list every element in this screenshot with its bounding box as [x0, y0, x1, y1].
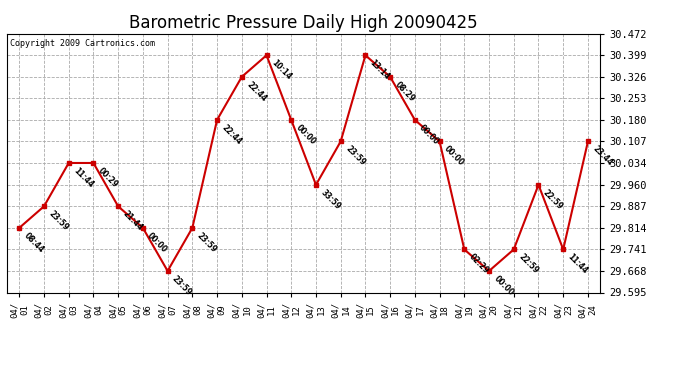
Text: 00:00: 00:00	[146, 231, 169, 254]
Text: 00:00: 00:00	[492, 274, 515, 297]
Text: 08:29: 08:29	[393, 80, 417, 103]
Text: 22:59: 22:59	[517, 252, 540, 276]
Text: 22:44: 22:44	[220, 123, 244, 146]
Text: 23:44: 23:44	[591, 144, 614, 168]
Text: 22:59: 22:59	[541, 188, 564, 211]
Text: 23:59: 23:59	[195, 231, 219, 254]
Text: 13:14: 13:14	[368, 58, 392, 81]
Text: 08:44: 08:44	[22, 231, 46, 254]
Text: 10:14: 10:14	[269, 58, 293, 81]
Text: 02:29: 02:29	[467, 252, 491, 276]
Text: 22:44: 22:44	[244, 80, 268, 103]
Text: 00:00: 00:00	[294, 123, 317, 146]
Text: 11:44: 11:44	[72, 166, 95, 189]
Title: Barometric Pressure Daily High 20090425: Barometric Pressure Daily High 20090425	[129, 14, 478, 32]
Text: 23:59: 23:59	[47, 209, 70, 232]
Text: 00:29: 00:29	[96, 166, 119, 189]
Text: 23:59: 23:59	[344, 144, 367, 168]
Text: 21:44: 21:44	[121, 209, 144, 232]
Text: 11:44: 11:44	[566, 252, 589, 276]
Text: 33:59: 33:59	[319, 188, 342, 211]
Text: 00:00: 00:00	[417, 123, 441, 146]
Text: 00:00: 00:00	[442, 144, 466, 168]
Text: 23:59: 23:59	[170, 274, 194, 297]
Text: Copyright 2009 Cartronics.com: Copyright 2009 Cartronics.com	[10, 39, 155, 48]
